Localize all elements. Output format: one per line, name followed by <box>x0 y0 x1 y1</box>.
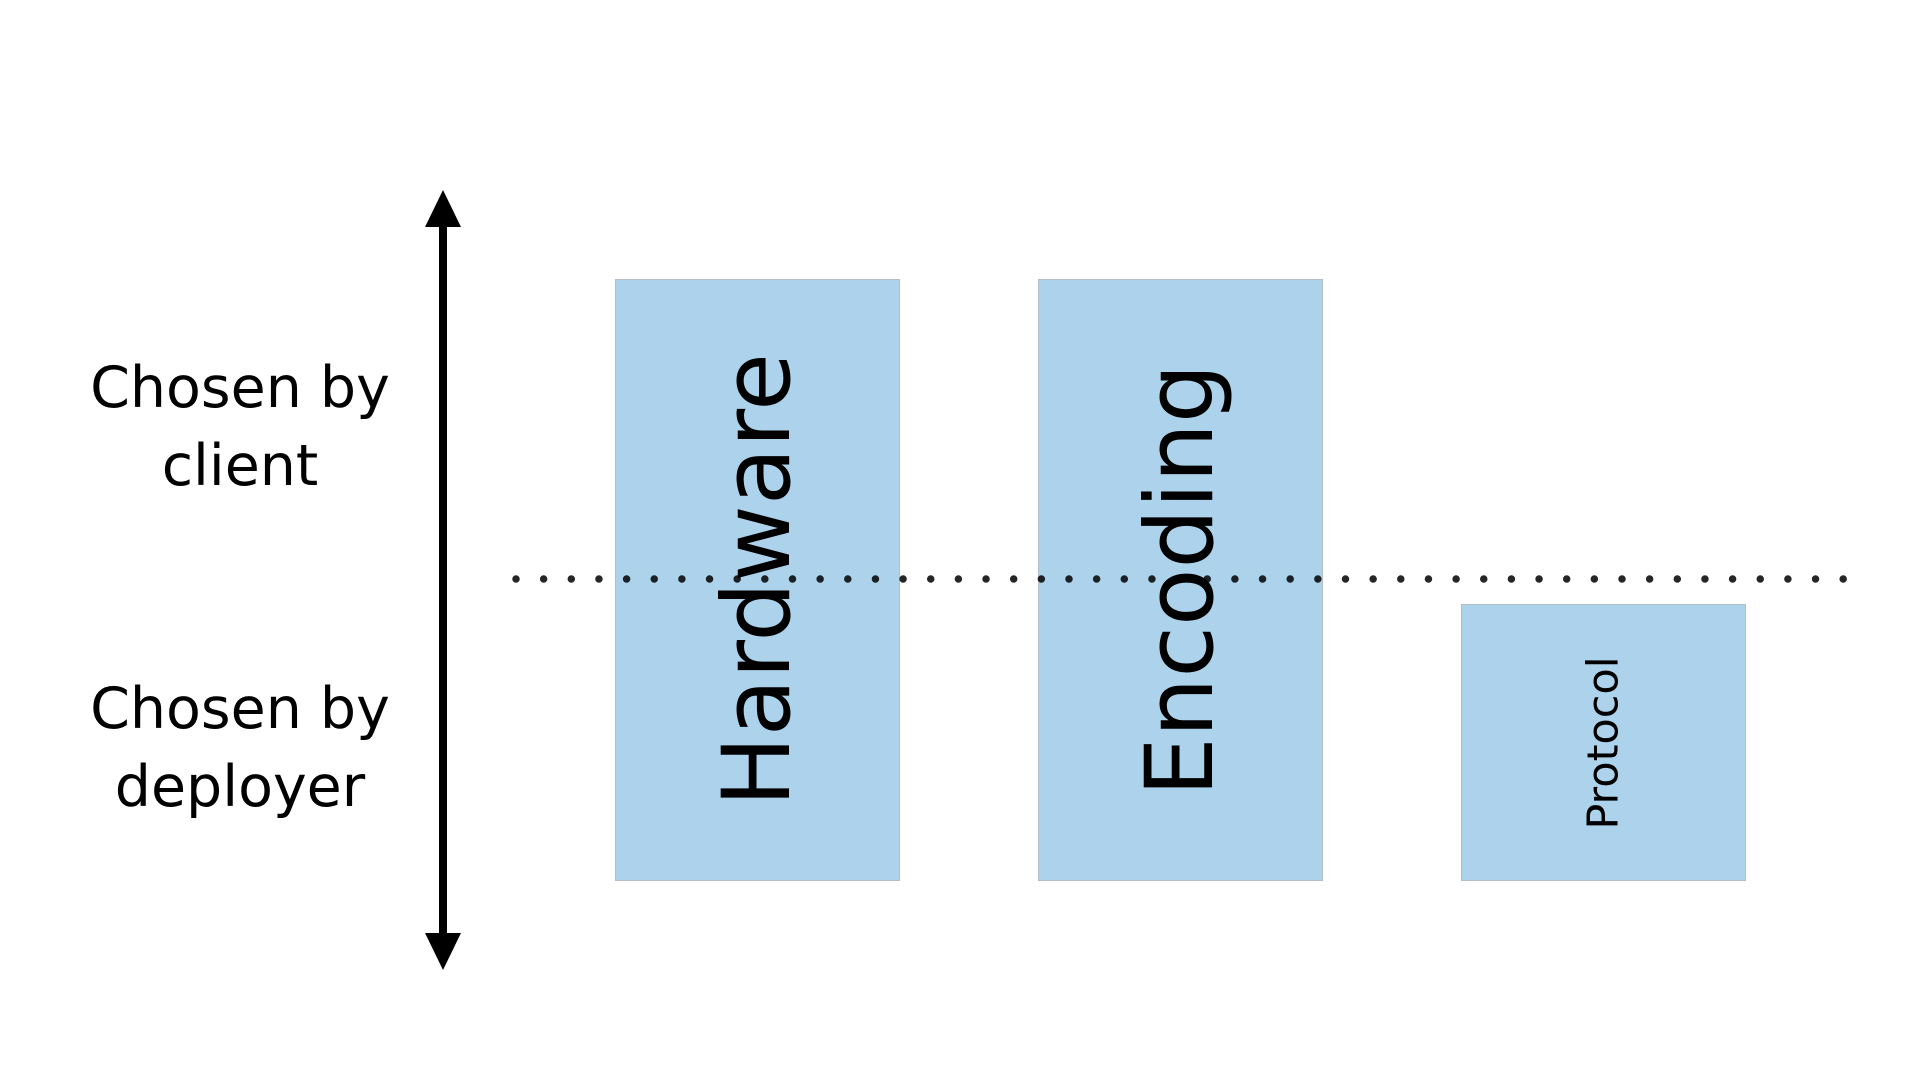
box-encoding-label: Encoding <box>1125 363 1235 797</box>
arrow-head-up <box>425 190 461 227</box>
label-chosen-by-deployer: Chosen by deployer <box>90 676 390 820</box>
box-hardware-label: Hardware <box>702 353 812 807</box>
label-chosen-by-client: Chosen by client <box>90 355 390 499</box>
box-hardware: Hardware <box>615 279 900 881</box>
box-protocol-label: Protocol <box>1578 655 1628 830</box>
box-encoding: Encoding <box>1038 279 1323 881</box>
arrow-head-down <box>425 933 461 970</box>
box-protocol: Protocol <box>1461 604 1746 881</box>
